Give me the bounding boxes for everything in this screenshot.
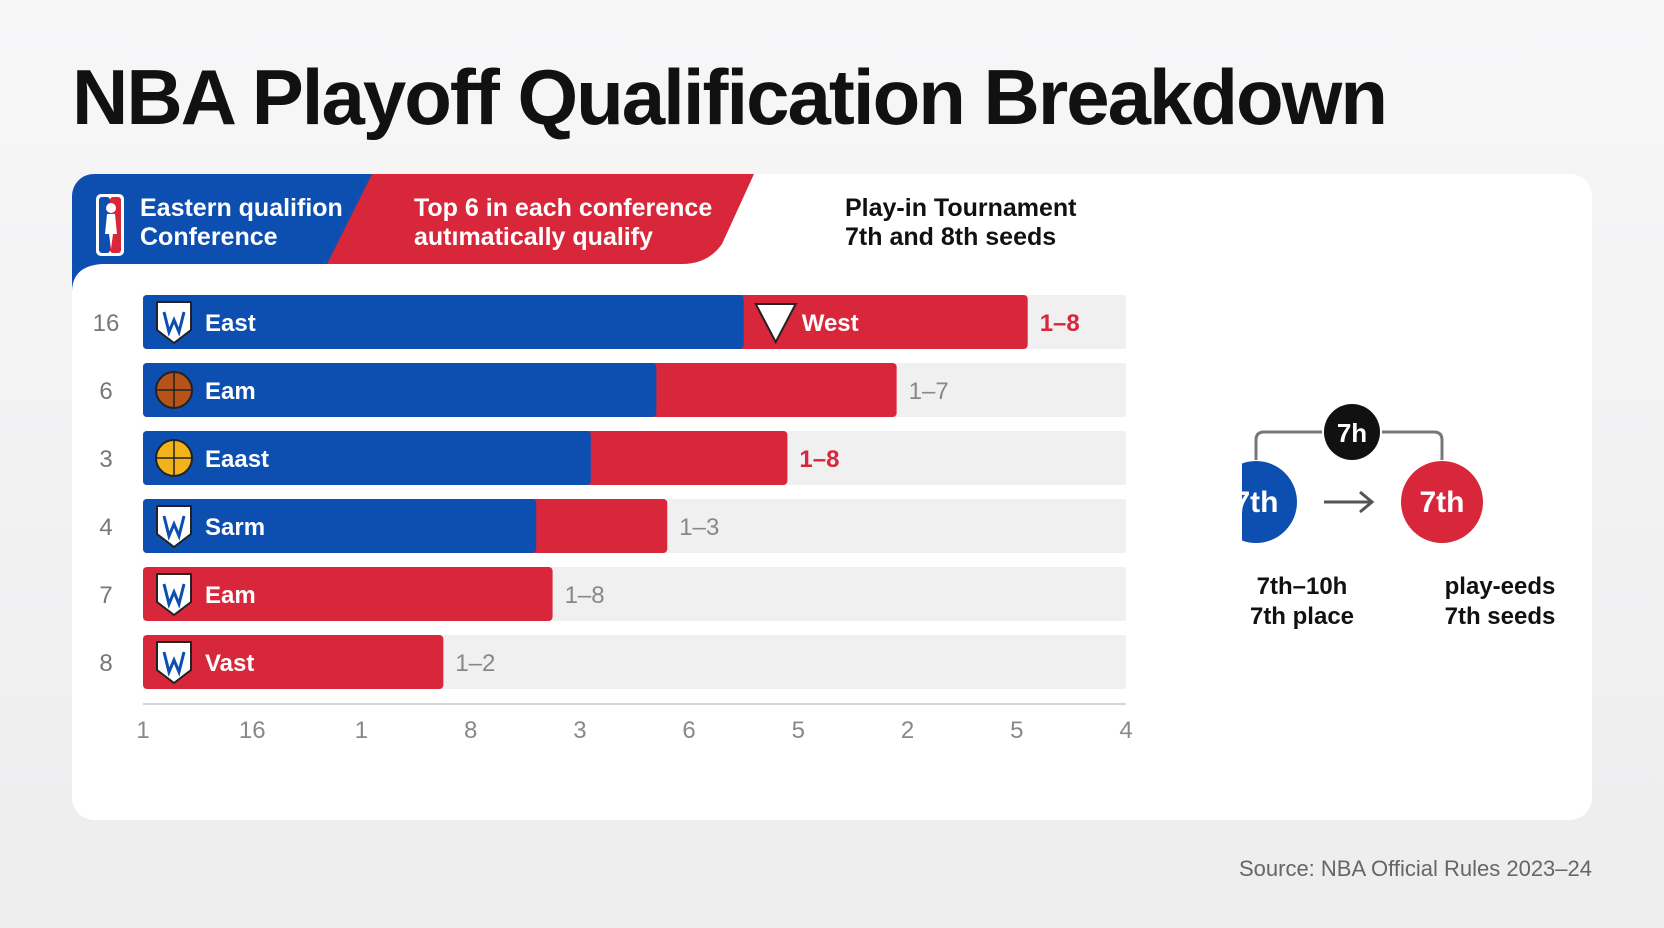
bar-red-segment <box>143 567 553 621</box>
basketball-seams <box>156 372 192 408</box>
bar-value-label: 1–8 <box>565 582 605 609</box>
source-note: Source: NBA Official Rules 2023–24 <box>1238 856 1592 881</box>
row-team-name: Eam <box>205 582 256 609</box>
basketball-seams <box>156 440 192 476</box>
bar-blue-segment <box>143 499 537 553</box>
bracket-right-line2: 7th seeds <box>1444 603 1556 630</box>
west-team-name: West <box>802 310 859 337</box>
bar-blue-segment <box>143 295 744 349</box>
row-team-name: Vast <box>205 650 254 677</box>
right-seed-circle <box>1401 461 1483 543</box>
row-number: 3 <box>99 446 112 473</box>
header-eastern-text: Eastern qualifion Conference <box>140 194 343 252</box>
row-number: 4 <box>99 514 112 541</box>
bracket-left-line2: 7th place <box>1249 603 1355 630</box>
shield-emblem <box>162 583 186 609</box>
shield-emblem <box>162 515 186 541</box>
bar-blue-segment <box>143 363 657 417</box>
header-east-line2: Conference <box>140 223 278 251</box>
header-playin-line2: 7th and 8th seeds <box>845 223 1057 251</box>
x-tick-label: 1 <box>136 717 149 744</box>
x-tick-label: 3 <box>573 717 586 744</box>
bracket-left-label: 7th–10h 7th place <box>1222 572 1382 632</box>
bracket-right-line1: play-eeds <box>1444 573 1556 600</box>
header-top6-line2: autımatically qualify <box>414 223 653 251</box>
bar-value-label: 1–2 <box>455 650 495 677</box>
row-number: 8 <box>99 650 112 677</box>
header-white-curve <box>72 264 892 292</box>
row-team-name: Sarm <box>205 514 265 541</box>
top-badge <box>1324 404 1380 460</box>
arrow-right-icon <box>1324 490 1375 514</box>
left-seed-circle <box>1242 461 1297 543</box>
playin-bracket: 7h 7th 7th <box>1242 404 1483 543</box>
bar-value-label: 1–3 <box>679 514 719 541</box>
shield-emblem <box>162 651 186 677</box>
header-top6-line1: Top 6 in each conference <box>414 194 713 222</box>
x-tick-label: 16 <box>239 717 266 744</box>
header-playin-line1: Play-in Tournament <box>845 194 1077 222</box>
top-badge-label: 7h <box>1337 418 1367 448</box>
x-tick-label: 2 <box>901 717 914 744</box>
bar-red-segment <box>143 635 444 689</box>
bar-value-label: 1–7 <box>909 378 949 405</box>
row-number: 7 <box>99 582 112 609</box>
bracket-connector <box>1254 430 1444 460</box>
header-top6-text: Top 6 in each conference autımatically q… <box>414 194 712 252</box>
bracket-left-line1: 7th–10h <box>1256 573 1348 600</box>
x-tick-label: 5 <box>1010 717 1023 744</box>
header-blue-segment <box>72 174 402 292</box>
row-team-name: Eaast <box>205 446 269 473</box>
right-circle-label: 7th <box>1420 486 1465 519</box>
bracket-right-label: play-eeds 7th seeds <box>1420 572 1580 632</box>
west-team-icon <box>754 303 798 345</box>
row-number: 16 <box>93 310 120 337</box>
nba-logo-icon <box>96 194 124 256</box>
x-tick-label: 4 <box>1119 717 1132 744</box>
x-tick-label: 6 <box>682 717 695 744</box>
bar-value-label: 1–8 <box>1040 310 1080 337</box>
row-team-name: East <box>205 310 256 337</box>
header-east-line1: Eastern qualifion <box>140 194 343 222</box>
x-tick-label: 8 <box>464 717 477 744</box>
header-band <box>72 174 892 292</box>
chart-title: NBA Playoff Qualification Breakdown <box>72 53 1388 141</box>
x-tick-label: 5 <box>792 717 805 744</box>
chart-card: Eastern qualifion Conference Top 6 in ea… <box>72 174 1592 820</box>
left-circle-label: 7th <box>1242 486 1279 519</box>
bar-blue-segment <box>143 431 591 485</box>
bar-value-label: 1–8 <box>799 446 839 473</box>
row-number: 6 <box>99 378 112 405</box>
shield-emblem <box>162 311 186 337</box>
row-team-name: Eam <box>205 378 256 405</box>
x-tick-label: 1 <box>355 717 368 744</box>
header-playin-text: Play-in Tournament 7th and 8th seeds <box>845 194 1077 252</box>
header-red-segment <box>327 174 754 264</box>
